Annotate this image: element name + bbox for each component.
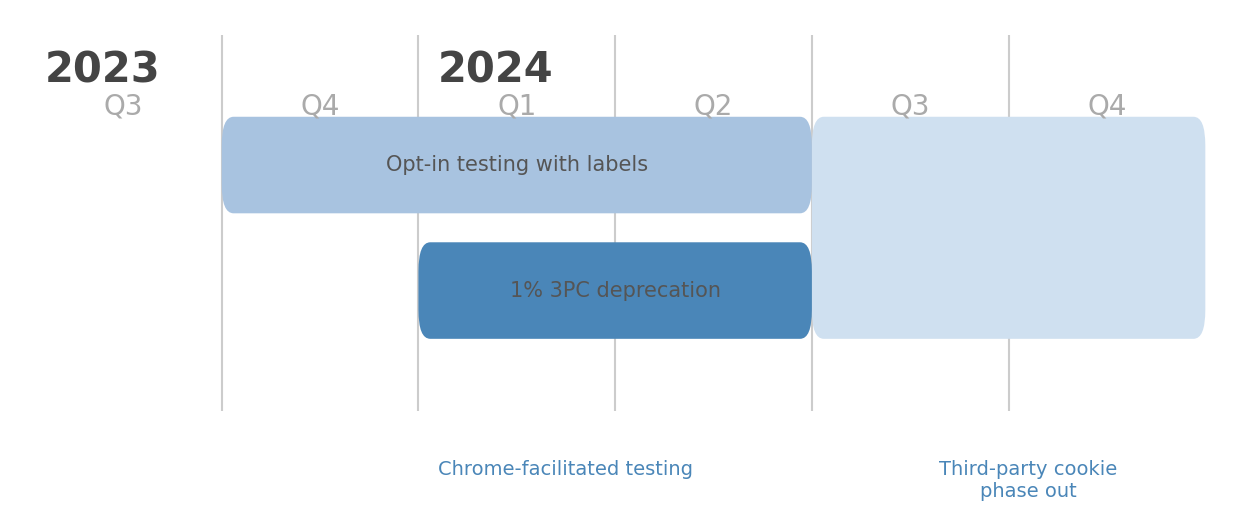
Text: Q4: Q4 [1088,92,1126,120]
FancyBboxPatch shape [419,242,812,339]
Text: Q4: Q4 [300,92,340,120]
FancyBboxPatch shape [221,117,812,213]
Text: Opt-in testing with labels: Opt-in testing with labels [386,155,648,175]
Text: Q1: Q1 [498,92,536,120]
FancyBboxPatch shape [812,117,1205,339]
Text: Q3: Q3 [104,92,142,120]
Text: Q2: Q2 [694,92,734,120]
Text: 2023: 2023 [45,49,160,91]
Text: Third-party cookie
phase out: Third-party cookie phase out [939,459,1118,501]
Text: Q3: Q3 [890,92,930,120]
Text: Chrome-facilitated testing: Chrome-facilitated testing [439,459,694,478]
Text: 2024: 2024 [438,49,554,91]
Text: 1% 3PC deprecation: 1% 3PC deprecation [510,280,721,300]
